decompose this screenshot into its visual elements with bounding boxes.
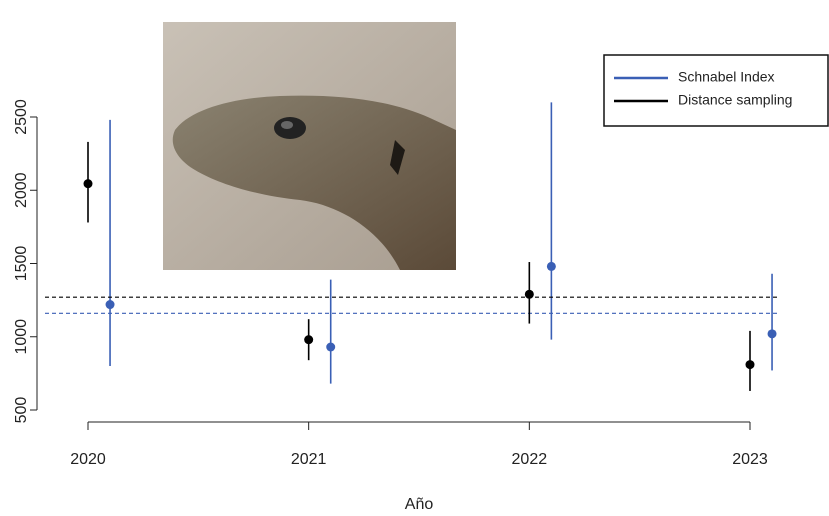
point [304, 335, 313, 344]
legend [604, 55, 828, 126]
y-tick-label: 2000 [13, 172, 30, 208]
point [525, 290, 534, 299]
y-tick-label: 500 [13, 397, 30, 424]
x-tick-label: 2021 [291, 451, 327, 468]
photo [163, 22, 456, 270]
x-tick-label: 2022 [512, 451, 548, 468]
point [326, 343, 335, 352]
point [547, 262, 556, 271]
y-tick-label: 2500 [13, 99, 30, 135]
legend-label: Schnabel Index [678, 69, 775, 85]
y-tick-label: 1500 [13, 246, 30, 282]
y-tick-label: 1000 [13, 319, 30, 355]
point [746, 360, 755, 369]
point [768, 329, 777, 338]
x-tick-label: 2023 [732, 451, 768, 468]
point [84, 179, 93, 188]
legend-label: Distance sampling [678, 92, 792, 108]
x-axis-title: Año [405, 496, 434, 513]
x-tick-label: 2020 [70, 451, 106, 468]
point [106, 300, 115, 309]
chart: Año 500 1000 1500 2000 2500 2020 2021 2022 2023 S… [0, 0, 829, 516]
